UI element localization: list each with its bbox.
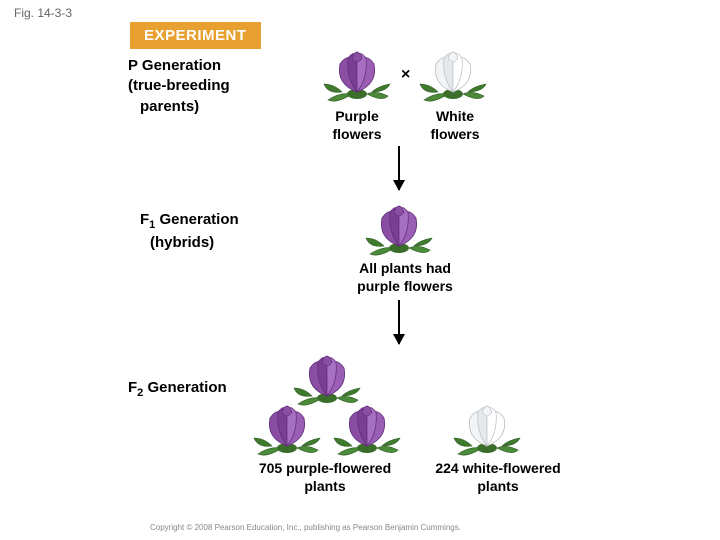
purple-flowers-caption: Purpleflowers <box>325 108 389 143</box>
f1-caption: All plants hadpurple flowers <box>340 260 470 295</box>
f2-rest: Generation <box>143 379 226 396</box>
p-white-flower <box>418 44 488 104</box>
f2-white-l2: plants <box>477 478 518 494</box>
f2-purple-caption: 705 purple-flowered plants <box>240 460 410 495</box>
f2-purple-l2: plants <box>304 478 345 494</box>
p-gen-line1: P Generation <box>128 57 221 74</box>
f1-line2: (hybrids) <box>140 234 214 251</box>
arrow-p-to-f1 <box>398 146 400 190</box>
f2-white-caption: 224 white-flowered plants <box>418 460 578 495</box>
p-gen-line2: (true-breeding <box>128 77 230 94</box>
f2-generation-label: F2 Generation <box>128 378 227 401</box>
f2-white-l1: 224 white-flowered <box>435 460 560 476</box>
p-generation-label: P Generation (true-breeding parents) <box>128 56 230 117</box>
cross-symbol: × <box>401 66 410 84</box>
f2-white-flower <box>452 398 522 458</box>
f1-generation-label: F1 Generation (hybrids) <box>140 210 239 253</box>
p-purple-flower <box>322 44 392 104</box>
f2-purple-flower-3 <box>332 398 402 458</box>
f2-f: F <box>128 379 137 396</box>
experiment-badge: EXPERIMENT <box>130 22 261 49</box>
f1-f: F <box>140 211 149 228</box>
f2-purple-l1: 705 purple-flowered <box>259 460 391 476</box>
f1-rest: Generation <box>155 211 238 228</box>
copyright-text: Copyright © 2008 Pearson Education, Inc.… <box>150 523 461 532</box>
p-gen-line3: parents) <box>128 98 199 115</box>
f2-purple-flower-2 <box>252 398 322 458</box>
figure-label: Fig. 14-3-3 <box>14 6 72 20</box>
f1-purple-flower <box>364 198 434 258</box>
white-flowers-caption: Whiteflowers <box>423 108 487 143</box>
arrow-f1-to-f2 <box>398 300 400 344</box>
